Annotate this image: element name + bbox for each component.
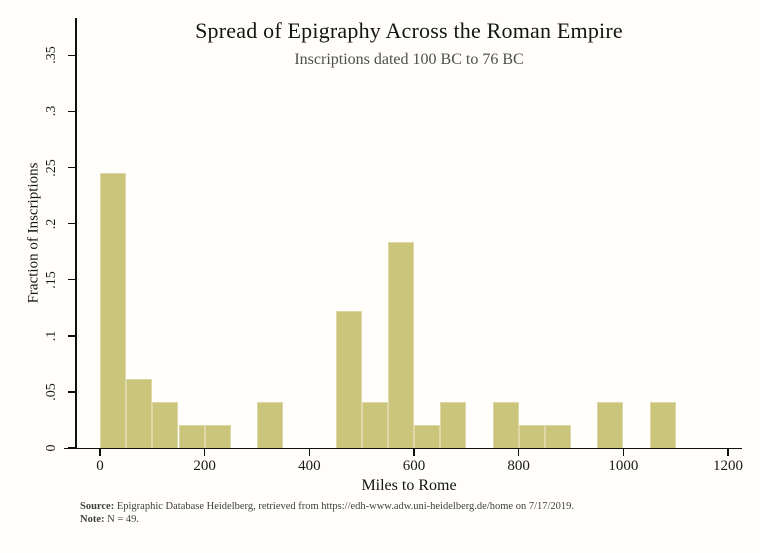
histogram-bar [414,425,441,449]
x-tick-label: 800 [507,458,530,474]
y-tick-mark [68,110,76,113]
y-tick-label: .3 [44,106,59,117]
x-tick-mark [308,449,311,456]
y-tick-mark [68,335,76,337]
footnote-note-line: Note: N = 49. [80,513,740,526]
x-tick-mark [203,449,206,456]
histogram-bar [178,425,205,449]
chart-subtitle: Inscriptions dated 100 BC to 76 BC [294,51,524,68]
footnote-source-text: Epigraphic Database Heidelberg, retrieve… [116,501,575,512]
x-axis-line [64,447,742,450]
y-tick-label: .1 [44,330,59,342]
y-tick-mark [68,54,76,57]
y-tick-label: .2 [44,218,59,229]
x-tick-label: 1000 [608,458,639,474]
histogram-bar [544,425,571,449]
histogram-bar [649,402,676,449]
y-tick-mark [68,391,76,393]
x-tick-label: 400 [298,458,321,474]
footnote-note-text: N = 49. [107,514,140,525]
y-tick-mark [68,166,76,169]
y-tick-label: .05 [44,383,59,401]
y-axis-label: Fraction of Inscriptions [25,162,42,304]
x-tick-label: 600 [402,458,426,474]
y-tick-mark [68,278,76,281]
histogram-bar [152,402,179,449]
histogram-bar [257,402,284,449]
histogram-bar [518,425,545,449]
x-axis-label: Miles to Rome [361,477,457,494]
x-tick-label: 200 [193,458,216,474]
y-axis-line [75,18,77,449]
histogram-bar [100,173,127,449]
y-tick-label: .35 [44,46,59,65]
x-tick-mark [99,449,101,456]
histogram-bar [361,402,388,449]
footnote-note-label: Note: [80,514,105,525]
y-tick-label: 0 [44,444,59,452]
y-tick-label: .25 [44,158,59,177]
chart-footnote: Source: Epigraphic Database Heidelberg, … [80,500,740,526]
histogram-bar [492,402,519,449]
x-tick-mark [413,449,415,456]
histogram-bar [440,402,467,449]
histogram-bar [204,425,231,449]
x-tick-mark [517,449,520,456]
footnote-source-label: Source: [80,501,115,512]
x-tick-mark [622,449,625,456]
x-tick-label: 0 [96,458,104,474]
histogram-bar [335,310,362,449]
x-tick-mark [727,449,729,456]
x-tick-label: 1200 [713,458,743,474]
y-tick-label: .15 [44,270,59,289]
histogram-bar [597,402,624,449]
histogram-bar [126,379,153,449]
chart-title: Spread of Epigraphy Across the Roman Emp… [195,18,623,43]
footnote-source-line: Source: Epigraphic Database Heidelberg, … [80,500,740,513]
y-tick-mark [68,222,76,225]
histogram-bar [387,241,414,449]
